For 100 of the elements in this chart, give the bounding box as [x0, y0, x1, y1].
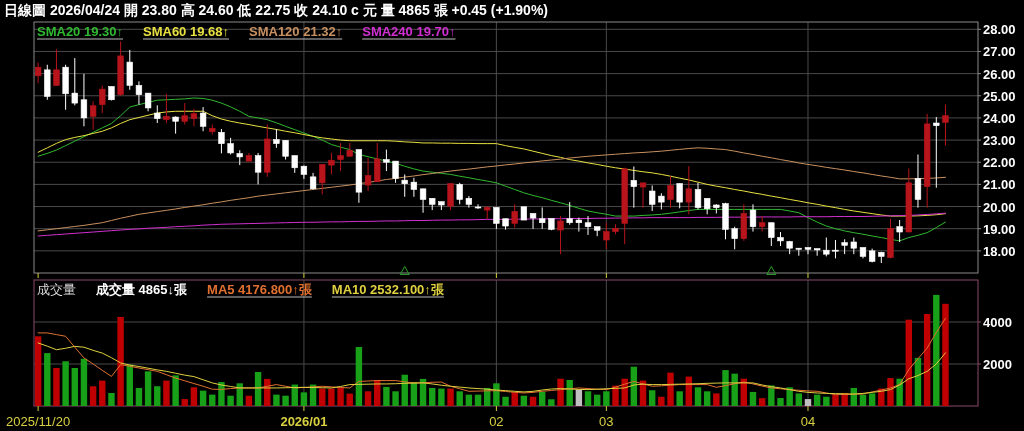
bar	[520, 395, 528, 406]
text: MA10 2532.100↑張	[331, 282, 445, 297]
bar	[190, 387, 198, 406]
bar	[282, 395, 289, 406]
candlestick	[337, 142, 344, 172]
candlestick	[53, 48, 60, 87]
bar	[777, 398, 784, 406]
candlestick	[676, 183, 683, 209]
candlestick	[163, 93, 170, 124]
text: SMA120 21.32↑	[249, 24, 343, 39]
candlestick	[557, 215, 564, 255]
bar	[209, 394, 216, 406]
y-tick-label: 28.00	[983, 22, 1016, 38]
text: SMA20 19.30↑	[37, 24, 123, 39]
candlestick	[273, 128, 280, 149]
candlestick	[392, 160, 399, 184]
bar	[218, 382, 225, 406]
y-tick-label: 19.00	[983, 221, 1016, 237]
candlestick	[694, 182, 702, 210]
bar	[355, 346, 363, 406]
bar	[786, 387, 793, 406]
candlestick	[419, 188, 427, 214]
bar	[319, 388, 326, 406]
bar	[942, 303, 949, 406]
bar	[703, 391, 711, 406]
bar	[53, 367, 60, 406]
bar	[172, 375, 179, 406]
candlestick	[539, 206, 546, 230]
candlestick	[71, 57, 78, 106]
candlestick	[410, 177, 418, 198]
chart-title: 日線圖 2026/04/24 開 23.80 高 24.60 低 22.75 收 24.10 c 元 量 4865 張 +0.45 (+1.90%)	[4, 2, 548, 18]
bar	[923, 314, 931, 406]
bar	[154, 386, 161, 406]
bar	[676, 391, 683, 406]
candlestick	[667, 175, 674, 209]
bar	[337, 387, 344, 406]
bar	[933, 294, 940, 406]
bar	[722, 370, 729, 406]
bar	[465, 394, 473, 406]
candlestick	[190, 108, 198, 127]
candlestick	[511, 203, 518, 229]
bar	[346, 393, 353, 406]
line-series	[37, 97, 946, 242]
y-tick-label: 4000	[983, 315, 1012, 330]
candlestick	[575, 217, 582, 233]
y-tick-label: 20.00	[983, 199, 1016, 215]
annotation: 成交量 4865↓張	[95, 282, 189, 297]
line-series	[37, 147, 946, 232]
bar	[823, 396, 830, 406]
bar	[868, 393, 876, 406]
candlestick	[447, 183, 454, 211]
bar	[648, 390, 656, 406]
y-tick-label: 21.00	[983, 177, 1016, 193]
bar	[575, 389, 583, 406]
candlestick	[126, 49, 133, 91]
bar	[859, 394, 867, 406]
candlestick	[80, 73, 88, 127]
line-series	[37, 317, 946, 396]
bar	[364, 391, 372, 406]
candlestick	[630, 165, 637, 209]
bar	[447, 388, 454, 406]
bar	[438, 388, 445, 406]
bar	[181, 399, 188, 406]
bar	[804, 399, 812, 406]
candlestick	[685, 165, 692, 215]
y-tick-label: 23.00	[983, 133, 1016, 149]
candlestick	[639, 182, 647, 209]
bar	[300, 392, 308, 406]
candlestick	[749, 203, 757, 233]
bar	[758, 398, 766, 406]
y-tick-label: 26.00	[983, 66, 1016, 82]
candlestick	[584, 215, 592, 236]
bar	[832, 394, 839, 406]
candlestick	[914, 153, 922, 209]
candlestick	[942, 104, 949, 147]
bar	[199, 390, 207, 406]
x-tick-label: 2026/01	[280, 414, 328, 429]
candlestick	[99, 85, 106, 114]
candlestick	[364, 157, 372, 192]
bar	[34, 336, 42, 406]
x-tick-label: 04	[800, 414, 816, 429]
bar	[474, 394, 482, 406]
candlestick	[254, 152, 262, 185]
candlestick	[34, 62, 42, 84]
bar	[713, 393, 720, 406]
bar	[566, 379, 573, 406]
bar	[538, 391, 546, 406]
bar	[273, 394, 280, 406]
bar	[383, 386, 390, 406]
bar	[694, 387, 702, 406]
bar	[502, 396, 509, 406]
candlestick	[401, 173, 408, 198]
bar	[667, 372, 674, 406]
bar	[99, 380, 106, 406]
candlestick	[896, 219, 903, 243]
x-tick-label: 2025/11/20	[6, 414, 71, 429]
candlestick	[282, 139, 289, 161]
text: SMA240 19.70↑	[362, 24, 456, 39]
y-tick-label: 24.00	[983, 110, 1016, 126]
candlestick	[933, 116, 940, 189]
